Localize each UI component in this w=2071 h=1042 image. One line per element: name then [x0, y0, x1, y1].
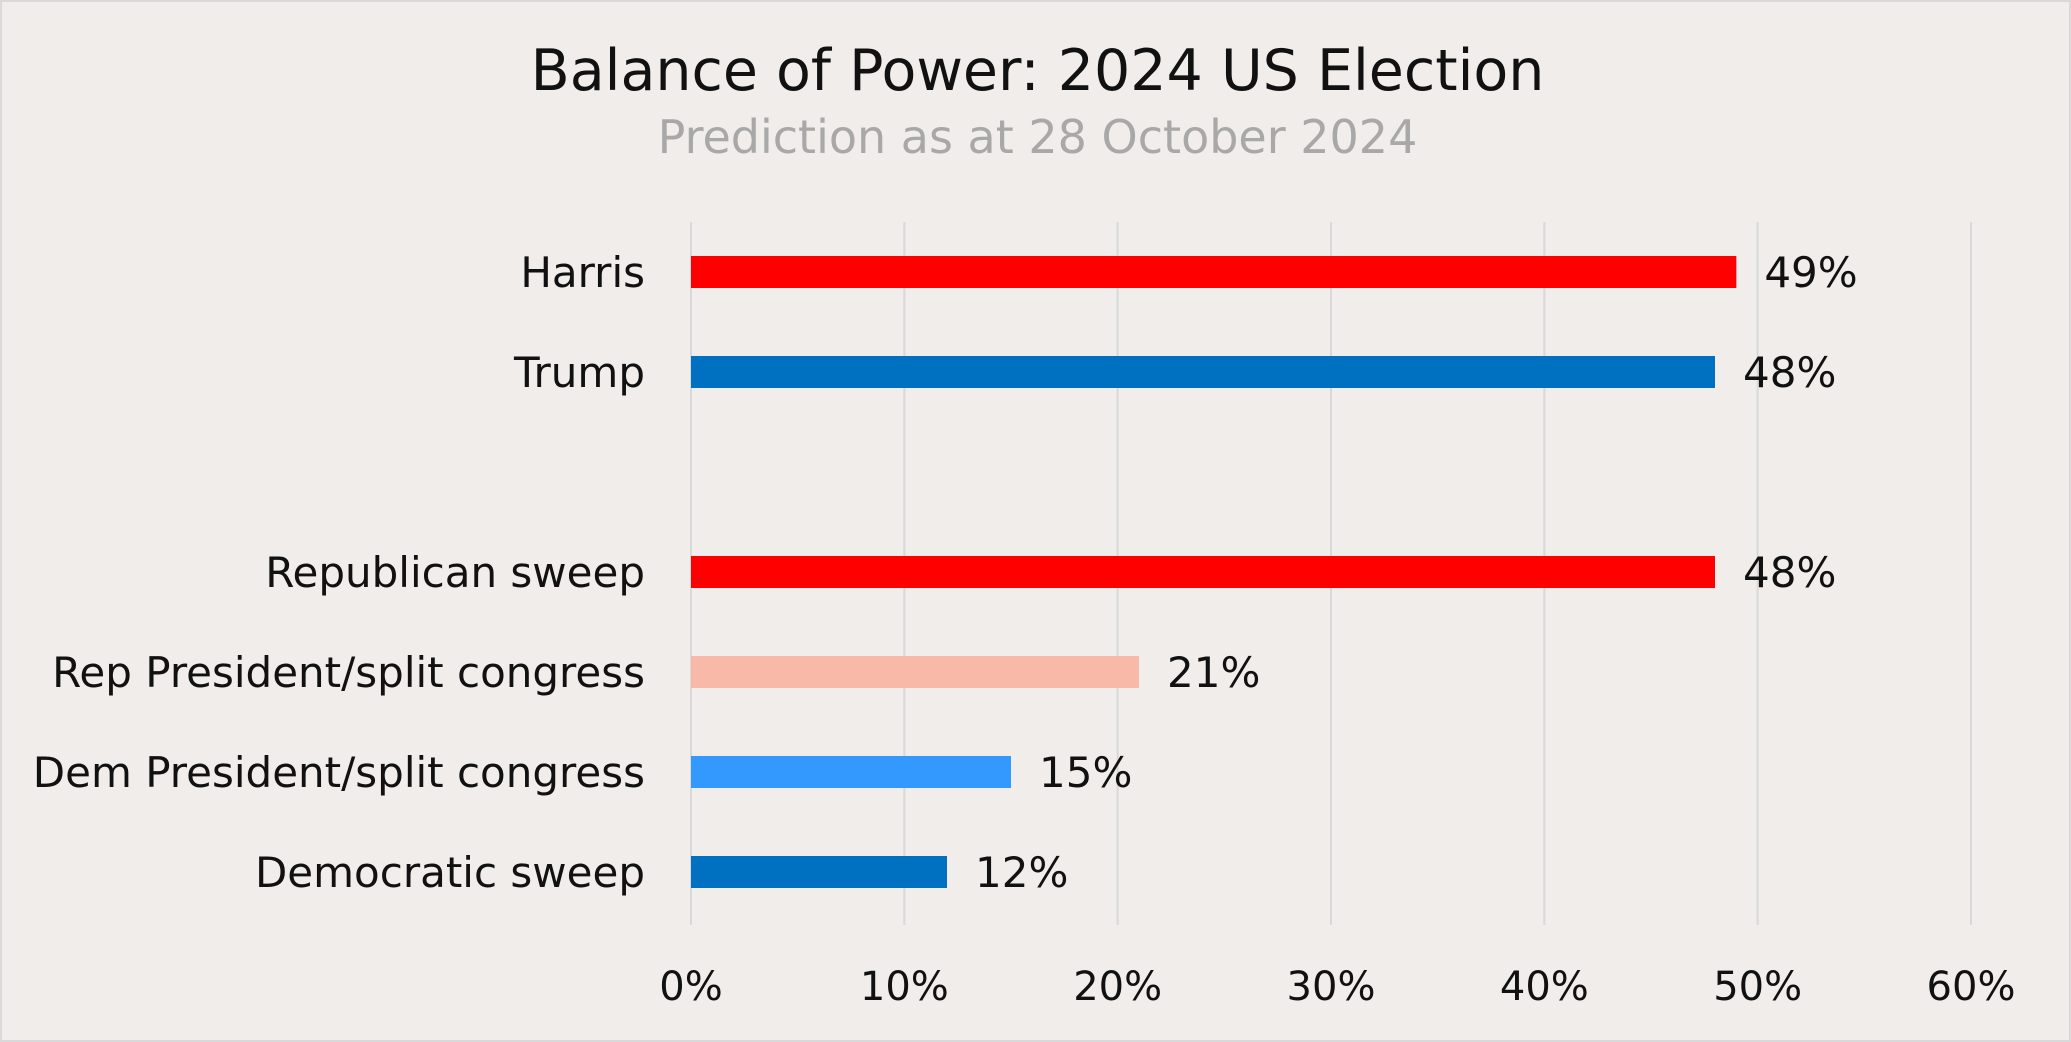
value-label: 48%: [1743, 348, 1836, 397]
x-tick-label: 60%: [1927, 964, 2016, 1010]
x-tick-label: 10%: [860, 964, 949, 1010]
category-label: Democratic sweep: [255, 848, 645, 897]
category-label: Trump: [513, 348, 645, 397]
bar-harris: [691, 256, 1737, 288]
bar-dem-president-split-congress: [691, 756, 1011, 788]
category-labels: Harris Trump Republican sweep Rep President…: [33, 248, 645, 897]
category-label: Dem President/split congress: [33, 748, 645, 797]
bar-trump: [691, 356, 1715, 388]
value-label: 12%: [975, 848, 1068, 897]
bars: [691, 256, 1737, 888]
value-label: 48%: [1743, 548, 1836, 597]
bar-republican-sweep: [691, 556, 1715, 588]
bar-democratic-sweep: [691, 856, 947, 888]
value-label: 15%: [1039, 748, 1132, 797]
chart-title: Balance of Power: 2024 US Election: [530, 38, 1545, 104]
x-tick-label: 0%: [659, 964, 722, 1010]
category-label: Harris: [520, 248, 645, 297]
chart-subtitle: Prediction as at 28 October 2024: [657, 110, 1418, 164]
x-tick-label: 30%: [1287, 964, 1376, 1010]
bar-rep-president-split-congress: [691, 656, 1139, 688]
x-tick-label: 20%: [1073, 964, 1162, 1010]
x-tick-label: 40%: [1500, 964, 1589, 1010]
value-label: 49%: [1764, 248, 1857, 297]
value-labels: 49% 48% 48% 21% 15% 12%: [975, 248, 1858, 897]
x-tick-label: 50%: [1713, 964, 1802, 1010]
x-axis-tick-labels: 0% 10% 20% 30% 40% 50% 60%: [659, 964, 2015, 1010]
category-label: Republican sweep: [265, 548, 645, 597]
value-label: 21%: [1167, 648, 1260, 697]
category-label: Rep President/split congress: [52, 648, 645, 697]
